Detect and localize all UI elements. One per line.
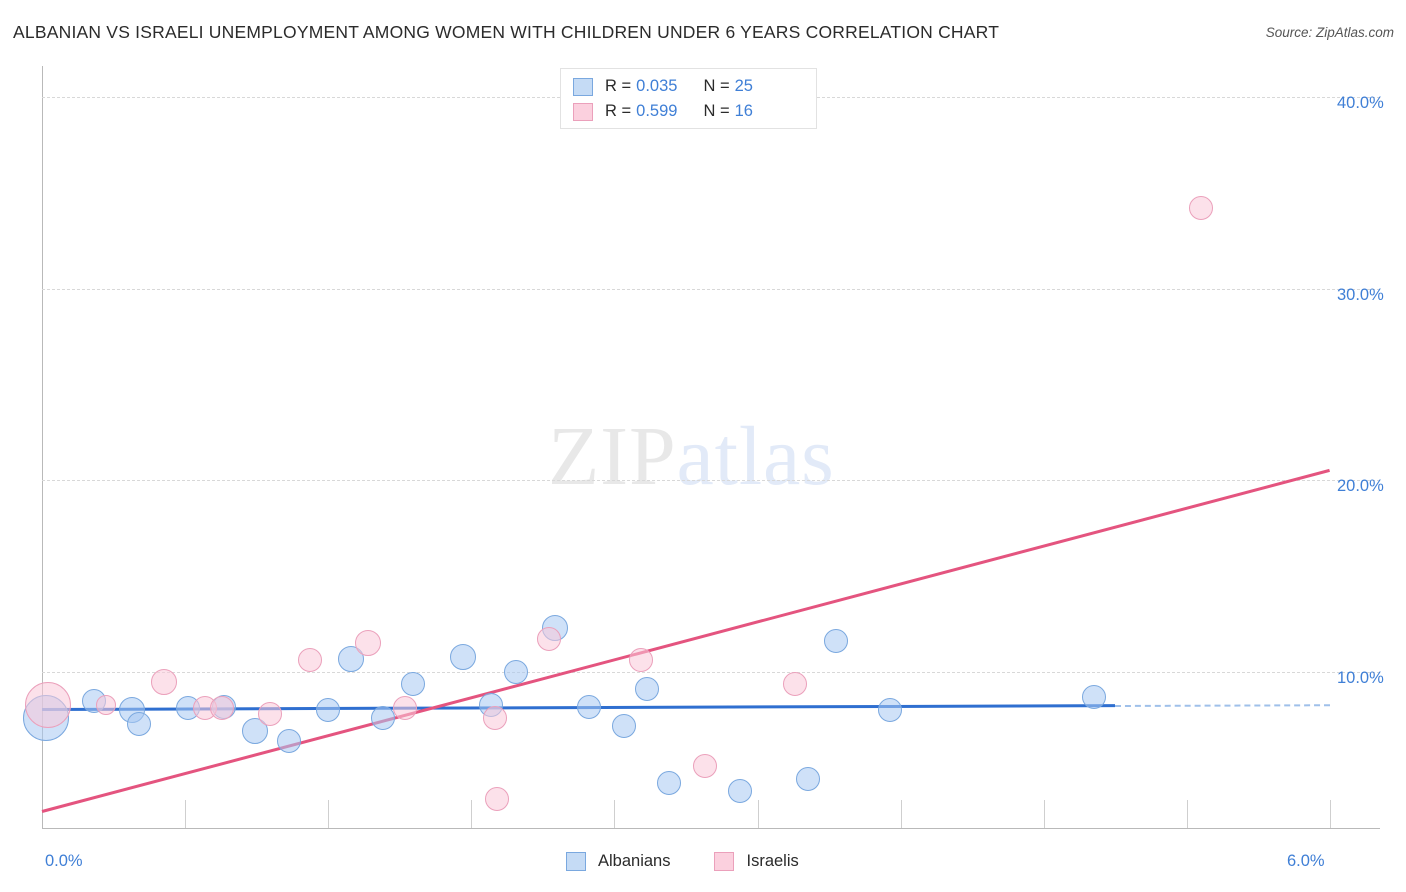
x-tick-2 bbox=[328, 800, 329, 828]
y-axis-label-400: 40.0% bbox=[1337, 93, 1384, 112]
stats-r-value-albanians: 0.035 bbox=[636, 77, 678, 95]
x-axis-label-min: 0.0% bbox=[45, 852, 83, 870]
data-point-albanians-24[interactable] bbox=[1081, 684, 1106, 709]
x-tick-6 bbox=[901, 800, 902, 828]
series-legend: Albanians Israelis bbox=[566, 852, 843, 871]
source-label: Source: ZipAtlas.com bbox=[1265, 25, 1394, 40]
data-point-albanians-23[interactable] bbox=[877, 698, 902, 723]
trend-line-albanians-extrapolated bbox=[1115, 703, 1330, 707]
data-point-albanians-3[interactable] bbox=[126, 711, 151, 736]
data-point-israelis-8[interactable] bbox=[392, 696, 417, 721]
y-axis-label-300: 30.0% bbox=[1337, 285, 1384, 304]
gridline-200 bbox=[42, 480, 1380, 482]
legend-swatch-albanians bbox=[566, 852, 586, 871]
data-point-israelis-7[interactable] bbox=[355, 630, 382, 657]
stats-row-israelis: R = 0.599 N = 16 bbox=[573, 102, 753, 121]
data-point-israelis-15[interactable] bbox=[1189, 196, 1214, 221]
data-point-israelis-2[interactable] bbox=[151, 668, 178, 695]
watermark-zip: ZIP bbox=[548, 410, 677, 503]
gridline-300 bbox=[42, 288, 1380, 290]
legend-item-albanians[interactable]: Albanians bbox=[566, 852, 670, 871]
data-point-israelis-1[interactable] bbox=[96, 694, 117, 715]
x-tick-7 bbox=[1044, 800, 1045, 828]
data-point-israelis-4[interactable] bbox=[210, 696, 235, 721]
stats-n-value-israelis: 16 bbox=[734, 102, 753, 120]
data-point-israelis-13[interactable] bbox=[693, 753, 718, 778]
x-tick-3 bbox=[471, 800, 472, 828]
data-point-albanians-17[interactable] bbox=[611, 713, 636, 738]
stats-r-value-israelis: 0.599 bbox=[636, 102, 678, 120]
data-point-albanians-20[interactable] bbox=[727, 778, 752, 803]
plot-area: ZIPatlas bbox=[23, 66, 1380, 828]
y-axis-label-200: 20.0% bbox=[1337, 477, 1384, 496]
data-point-israelis-9[interactable] bbox=[482, 706, 507, 730]
data-point-israelis-5[interactable] bbox=[257, 702, 282, 727]
stats-swatch-israelis bbox=[573, 102, 593, 121]
data-point-albanians-12[interactable] bbox=[449, 643, 476, 670]
data-point-israelis-12[interactable] bbox=[628, 648, 653, 673]
data-point-albanians-16[interactable] bbox=[577, 694, 602, 719]
data-point-albanians-10[interactable] bbox=[371, 706, 396, 730]
data-point-israelis-14[interactable] bbox=[783, 671, 808, 696]
stats-r-label-albanians: R = bbox=[605, 77, 632, 95]
stats-legend: R = 0.035 N = 25 R = 0.599 N = 16 bbox=[560, 68, 817, 129]
stats-n-value-albanians: 25 bbox=[734, 77, 753, 95]
data-point-albanians-22[interactable] bbox=[824, 629, 849, 654]
x-axis-label-max: 6.0% bbox=[1287, 852, 1325, 870]
trend-line-israelis bbox=[41, 468, 1331, 813]
legend-item-israelis[interactable]: Israelis bbox=[714, 852, 799, 871]
data-point-israelis-6[interactable] bbox=[298, 648, 323, 673]
data-point-albanians-21[interactable] bbox=[796, 767, 821, 792]
data-point-albanians-14[interactable] bbox=[504, 660, 529, 684]
data-point-albanians-11[interactable] bbox=[401, 671, 426, 696]
stats-row-albanians: R = 0.035 N = 25 bbox=[573, 77, 753, 96]
page-title: ALBANIAN VS ISRAELI UNEMPLOYMENT AMONG W… bbox=[13, 22, 1000, 42]
y-axis-label-100: 10.0% bbox=[1337, 669, 1384, 687]
y-axis-line bbox=[42, 66, 43, 828]
data-point-albanians-7[interactable] bbox=[276, 729, 301, 753]
stats-n-label-albanians: N = bbox=[703, 77, 730, 95]
x-tick-1 bbox=[185, 800, 186, 828]
stats-swatch-albanians bbox=[573, 77, 593, 96]
watermark-atlas: atlas bbox=[676, 410, 835, 503]
x-tick-8 bbox=[1187, 800, 1188, 828]
data-point-israelis-11[interactable] bbox=[536, 627, 561, 652]
gridline-100 bbox=[42, 672, 1380, 673]
data-point-israelis-10[interactable] bbox=[485, 786, 510, 811]
x-axis-line bbox=[42, 828, 1380, 829]
stats-r-label-israelis: R = bbox=[605, 102, 632, 120]
legend-swatch-israelis bbox=[714, 852, 735, 871]
zipatlas-watermark: ZIPatlas bbox=[548, 408, 835, 505]
legend-label-israelis: Israelis bbox=[746, 852, 799, 870]
data-point-albanians-18[interactable] bbox=[635, 677, 660, 702]
stats-n-label-israelis: N = bbox=[703, 102, 730, 120]
x-tick-9 bbox=[1330, 800, 1331, 828]
legend-label-albanians: Albanians bbox=[598, 852, 671, 870]
x-tick-5 bbox=[758, 800, 759, 828]
data-point-albanians-8[interactable] bbox=[315, 698, 340, 723]
data-point-israelis-0[interactable] bbox=[25, 681, 72, 728]
x-tick-4 bbox=[614, 800, 615, 828]
data-point-albanians-19[interactable] bbox=[656, 771, 681, 796]
